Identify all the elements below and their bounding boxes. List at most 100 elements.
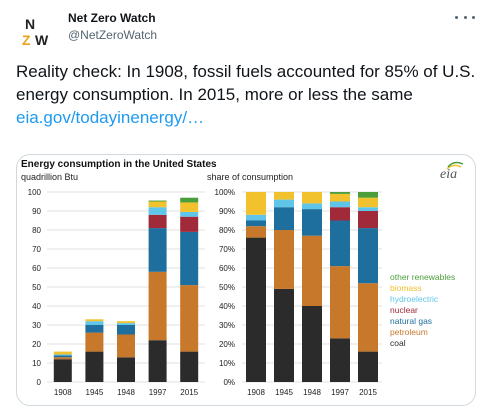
bar-other_renewables-2015 xyxy=(180,197,199,203)
x-tick-label: 1948 xyxy=(303,388,321,397)
bar-other_renewables-2015 xyxy=(358,192,378,198)
y-tick-label: 70% xyxy=(219,245,235,254)
y-tick-label: 10 xyxy=(32,359,41,368)
bar-hydroelectric-1908 xyxy=(53,354,72,356)
bar-biomass-1997 xyxy=(148,201,167,208)
tweet-text: Reality check: In 1908, fossil fuels acc… xyxy=(16,62,476,104)
bar-hydroelectric-1948 xyxy=(117,323,135,325)
tweet-link[interactable]: eia.gov/todayinenergy/… xyxy=(16,108,205,127)
bar-petroleum-1948 xyxy=(117,334,135,358)
legend-other_renewables: other renewables xyxy=(390,272,455,282)
bar-hydroelectric-1997 xyxy=(148,207,167,215)
bar-biomass-1908 xyxy=(246,192,266,215)
avatar[interactable]: N Z W xyxy=(16,12,56,52)
y-tick-label: 50% xyxy=(219,283,235,292)
x-tick-label: 1997 xyxy=(149,388,167,397)
y-tick-label: 20 xyxy=(32,340,41,349)
bar-natural_gas-1948 xyxy=(117,325,135,335)
y-tick-label: 10% xyxy=(219,359,235,368)
bar-natural_gas-1945 xyxy=(85,325,104,333)
bar-petroleum-1997 xyxy=(148,271,167,341)
y-tick-label: 60% xyxy=(219,264,235,273)
bar-petroleum-1948 xyxy=(302,235,322,306)
legend-nuclear: nuclear xyxy=(390,305,418,315)
bar-biomass-1997 xyxy=(330,193,350,202)
x-tick-label: 1948 xyxy=(117,388,135,397)
logo-letter-w: W xyxy=(35,32,49,48)
bar-coal-1997 xyxy=(148,340,167,382)
y-tick-label: 30% xyxy=(219,321,235,330)
bar-biomass-1945 xyxy=(85,319,104,322)
chart-right: share of consumption 0% 10% 20% 30% 40% 50% 60%… xyxy=(207,172,455,397)
chart-title: Energy consumption in the United States xyxy=(21,159,217,170)
bar-hydroelectric-1948 xyxy=(302,203,322,210)
bar-petroleum-1997 xyxy=(330,266,350,339)
y-tick-label: 90% xyxy=(219,207,235,216)
bar-biomass-1948 xyxy=(117,321,135,324)
bar-hydroelectric-1945 xyxy=(274,199,294,208)
more-options-icon[interactable] xyxy=(455,10,475,24)
bar-coal-1908 xyxy=(246,237,266,382)
bar-hydroelectric-1945 xyxy=(85,321,104,325)
author-name[interactable]: Net Zero Watch xyxy=(68,11,156,25)
logo-letter-z: Z xyxy=(22,32,31,48)
tweet-body: Reality check: In 1908, fossil fuels acc… xyxy=(16,60,476,129)
bar-natural_gas-1997 xyxy=(330,220,350,267)
chart-left: Energy consumption in the United States q… xyxy=(21,159,217,397)
x-tick-label: 1908 xyxy=(54,388,72,397)
bar-natural_gas-2015 xyxy=(358,228,378,284)
bar-coal-1945 xyxy=(274,288,294,382)
bar-petroleum-1908 xyxy=(246,226,266,238)
bar-natural_gas-1908 xyxy=(246,220,266,227)
bar-natural_gas-1997 xyxy=(148,228,167,272)
y-tick-label: 70 xyxy=(32,245,41,254)
bar-petroleum-1945 xyxy=(274,230,294,289)
y-tick-label: 20% xyxy=(219,340,235,349)
chart-unit-label: quadrillion Btu xyxy=(21,172,78,182)
y-tick-label: 50 xyxy=(32,283,41,292)
y-tick-label: 60 xyxy=(32,264,41,273)
bar-coal-1997 xyxy=(330,338,350,382)
y-tick-label: 100 xyxy=(28,188,42,197)
bar-hydroelectric-1908 xyxy=(246,214,266,221)
y-tick-label: 0% xyxy=(223,378,235,387)
bar-hydroelectric-1997 xyxy=(330,201,350,208)
bar-coal-1948 xyxy=(117,357,135,382)
bar-coal-2015 xyxy=(180,351,199,382)
bar-other_renewables-1997 xyxy=(330,192,350,194)
bar-coal-1908 xyxy=(53,359,72,382)
y-tick-label: 40 xyxy=(32,302,41,311)
bar-petroleum-1945 xyxy=(85,332,104,352)
y-tick-label: 40% xyxy=(219,302,235,311)
bar-petroleum-1908 xyxy=(53,357,72,360)
eia-logo-text: eia xyxy=(440,167,457,182)
x-tick-label: 1997 xyxy=(331,388,349,397)
x-tick-label: 1908 xyxy=(247,388,265,397)
bar-petroleum-2015 xyxy=(358,283,378,352)
legend-petroleum: petroleum xyxy=(390,327,428,337)
x-tick-label: 1945 xyxy=(86,388,104,397)
bar-hydroelectric-2015 xyxy=(358,207,378,211)
bar-coal-2015 xyxy=(358,351,378,382)
media-card[interactable]: Energy consumption in the United States q… xyxy=(16,154,476,406)
bar-other_renewables-1997 xyxy=(148,200,167,202)
x-tick-label: 2015 xyxy=(180,388,198,397)
bar-nuclear-1997 xyxy=(148,214,167,229)
y-tick-label: 0 xyxy=(37,378,42,387)
y-tick-label: 90 xyxy=(32,207,41,216)
y-tick-label: 100% xyxy=(215,188,235,197)
legend-coal: coal xyxy=(390,338,406,348)
x-tick-label: 2015 xyxy=(359,388,377,397)
bar-natural_gas-1948 xyxy=(302,209,322,236)
bar-biomass-1908 xyxy=(53,351,72,355)
tweet-header: N Z W Net Zero Watch @NetZeroWatch xyxy=(0,0,487,52)
y-tick-label: 80% xyxy=(219,226,235,235)
author-handle[interactable]: @NetZeroWatch xyxy=(68,28,158,42)
bar-biomass-1948 xyxy=(302,192,322,204)
bar-natural_gas-1945 xyxy=(274,207,294,230)
chart-unit-label: share of consumption xyxy=(207,172,293,182)
bar-biomass-1945 xyxy=(274,192,294,200)
bar-coal-1948 xyxy=(302,306,322,382)
bar-coal-1945 xyxy=(85,351,104,382)
chart-figure: Energy consumption in the United States q… xyxy=(21,159,464,397)
